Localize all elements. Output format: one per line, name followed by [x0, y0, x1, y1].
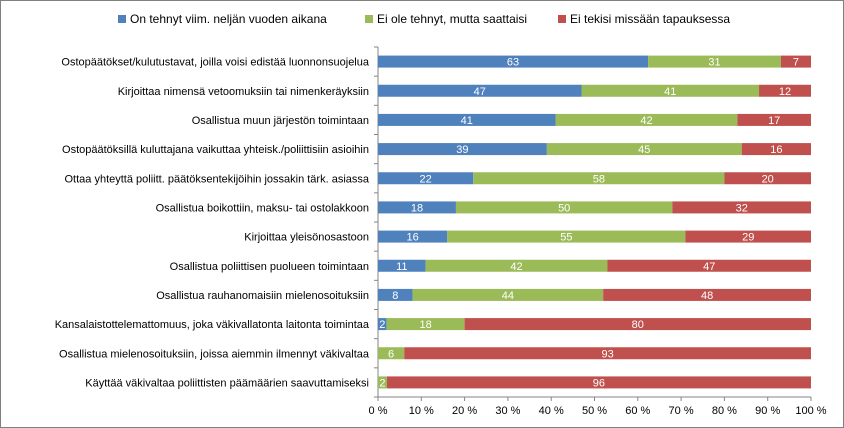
- data-label: 29: [742, 232, 754, 244]
- data-label: 11: [396, 261, 407, 273]
- category-label: Kirjoittaa nimensä vetoomuksiin tai nime…: [118, 86, 369, 98]
- legend-label-1: Ei ole tehnyt, mutta saattaisi: [377, 12, 527, 26]
- data-label: 18: [411, 202, 423, 214]
- bar-segment: [546, 143, 742, 156]
- data-label: 44: [502, 290, 514, 302]
- bar-segment: [404, 347, 811, 360]
- bar-segment: [724, 172, 811, 185]
- bar-segment: [412, 288, 604, 301]
- bar-segment: [555, 113, 738, 126]
- bar-segment: [378, 201, 456, 214]
- bar-segment: [607, 259, 811, 272]
- category-label: Ostopäätökset/kulutustavat, joilla voisi…: [61, 57, 369, 69]
- category-label: Osallistua rauhanomaisiin mielenosoituks…: [156, 290, 369, 302]
- data-label: 2: [379, 377, 385, 389]
- x-tick-label: 20 %: [452, 405, 477, 417]
- x-tick-label: 30 %: [495, 405, 520, 417]
- bar-segment: [378, 347, 405, 360]
- legend-label-0: On tehnyt viim. neljän vuoden aikana: [130, 12, 327, 26]
- data-label: 18: [420, 319, 432, 331]
- bar-segment: [386, 318, 465, 331]
- x-tick-label: 60 %: [625, 405, 650, 417]
- category-label: Käyttää väkivaltaa poliittisten päämääri…: [85, 377, 369, 389]
- bar-segment: [378, 113, 556, 126]
- bar-segment: [737, 113, 811, 126]
- x-tick-label: 90 %: [755, 405, 780, 417]
- bar-segment: [464, 318, 811, 331]
- legend-label-2: Ei tekisi missään tapauksessa: [570, 12, 730, 26]
- category-label: Ostopäätöksillä kuluttajana vaikuttaa yh…: [62, 144, 369, 156]
- legend-swatch-1: [365, 15, 373, 23]
- bar-segment: [378, 84, 582, 97]
- bar-segment: [378, 288, 413, 301]
- bar-segment: [672, 201, 811, 214]
- data-label: 45: [638, 144, 650, 156]
- bar-segment: [378, 172, 474, 185]
- bar-segment: [378, 230, 448, 243]
- bar-segment: [648, 55, 781, 68]
- bar-segment: [386, 376, 811, 389]
- data-label: 41: [461, 115, 473, 127]
- x-tick-label: 10 %: [409, 405, 434, 417]
- data-label: 47: [474, 86, 486, 98]
- bar-segment: [685, 230, 811, 243]
- data-label: 2: [379, 319, 385, 331]
- data-label: 42: [640, 115, 652, 127]
- category-label: Kansalaistottelemattomuus, joka väkivall…: [55, 319, 370, 331]
- data-label: 48: [701, 290, 713, 302]
- bar-segment: [378, 318, 387, 331]
- bar-segment: [447, 230, 686, 243]
- data-label: 20: [762, 173, 774, 185]
- category-label: Kirjoittaa yleisönosastoon: [244, 232, 369, 244]
- data-label: 42: [510, 261, 522, 273]
- data-label: 32: [736, 202, 748, 214]
- bar-segment: [378, 376, 387, 389]
- x-tick-label: 70 %: [669, 405, 694, 417]
- data-label: 96: [593, 377, 605, 389]
- bar-segment: [473, 172, 725, 185]
- data-label: 63: [507, 57, 519, 69]
- x-tick-label: 100 %: [795, 405, 826, 417]
- data-label: 80: [632, 319, 644, 331]
- category-label: Osallistua boikottiin, maksu- tai ostola…: [156, 202, 369, 214]
- legend-swatch-2: [558, 15, 566, 23]
- bar-segment: [603, 288, 811, 301]
- bar-segment: [425, 259, 608, 272]
- data-label: 17: [768, 115, 780, 127]
- bar-segment: [378, 143, 547, 156]
- data-label: 6: [388, 348, 394, 360]
- data-label: 7: [793, 57, 799, 69]
- data-label: 31: [708, 57, 720, 69]
- category-label: Osallistua muun järjestön toimintaan: [192, 115, 369, 127]
- data-label: 12: [779, 86, 791, 98]
- legend-swatch-0: [118, 15, 126, 23]
- data-label: 55: [560, 232, 572, 244]
- bar-segment: [780, 55, 811, 68]
- data-label: 50: [558, 202, 570, 214]
- bar-segment: [759, 84, 811, 97]
- x-tick-label: 80 %: [712, 405, 737, 417]
- bar-segment: [378, 259, 426, 272]
- data-label: 16: [407, 232, 419, 244]
- bar-segment: [741, 143, 811, 156]
- data-label: 93: [601, 348, 613, 360]
- data-label: 16: [770, 144, 782, 156]
- category-label: Osallistua mielenosoituksiin, joissa aie…: [59, 348, 370, 360]
- bar-segment: [581, 84, 760, 97]
- x-tick-label: 0 %: [369, 405, 388, 417]
- bar-segment: [378, 55, 649, 68]
- x-tick-label: 40 %: [539, 405, 564, 417]
- data-label: 22: [420, 173, 432, 185]
- data-label: 39: [456, 144, 468, 156]
- category-label: Ottaa yhteyttä poliitt. päätöksentekijöi…: [65, 173, 370, 185]
- data-label: 47: [703, 261, 715, 273]
- category-label: Osallistua poliittisen puolueen toiminta…: [170, 261, 369, 273]
- bar-segment: [455, 201, 673, 214]
- data-label: 41: [664, 86, 676, 98]
- data-label: 58: [593, 173, 605, 185]
- x-tick-label: 50 %: [582, 405, 607, 417]
- data-label: 8: [392, 290, 398, 302]
